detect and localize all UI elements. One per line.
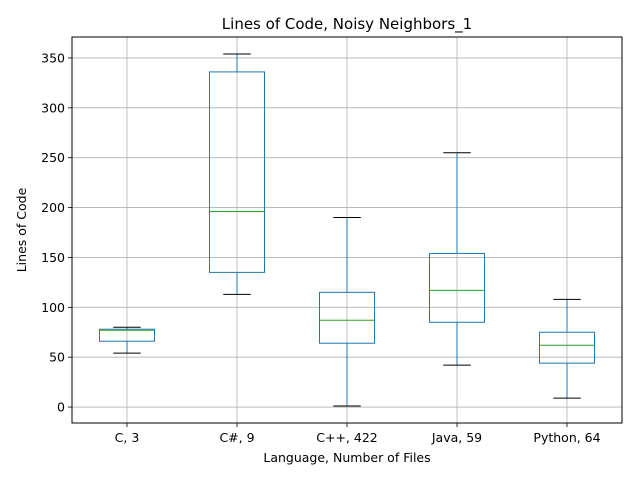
y-tick-label: 350 xyxy=(41,50,65,65)
iqr-box xyxy=(539,331,595,364)
y-tick-label: 50 xyxy=(49,350,65,365)
x-tick-label: C++, 422 xyxy=(316,430,377,445)
iqr-box xyxy=(209,71,265,273)
x-axis: C, 3 C#, 9 C++, 422 Java, 59 Python, 64 xyxy=(115,423,601,445)
y-tick-label: 300 xyxy=(41,100,65,115)
y-axis: 0 50 100 150 200 250 300 350 xyxy=(41,50,72,415)
iqr-box xyxy=(429,252,485,323)
x-tick-label: Java, 59 xyxy=(431,430,482,445)
box-group xyxy=(539,298,595,399)
y-axis-label: Lines of Code xyxy=(14,187,29,272)
x-axis-label: Language, Number of Files xyxy=(263,450,430,465)
grid xyxy=(72,37,622,423)
iqr-box xyxy=(319,291,375,344)
box-group xyxy=(209,53,265,295)
box-group xyxy=(99,326,155,354)
y-tick-label: 100 xyxy=(41,300,65,315)
chart-title: Lines of Code, Noisy Neighbors_1 xyxy=(222,15,472,34)
box-group xyxy=(429,152,485,366)
x-tick-label: Python, 64 xyxy=(533,430,600,445)
y-tick-label: 250 xyxy=(41,150,65,165)
boxes xyxy=(99,53,595,407)
y-tick-label: 0 xyxy=(57,400,65,415)
x-tick-label: C, 3 xyxy=(115,430,140,445)
y-tick-label: 200 xyxy=(41,200,65,215)
iqr-box xyxy=(99,328,155,342)
box-group xyxy=(319,217,375,407)
x-tick-label: C#, 9 xyxy=(219,430,254,445)
y-tick-label: 150 xyxy=(41,250,65,265)
